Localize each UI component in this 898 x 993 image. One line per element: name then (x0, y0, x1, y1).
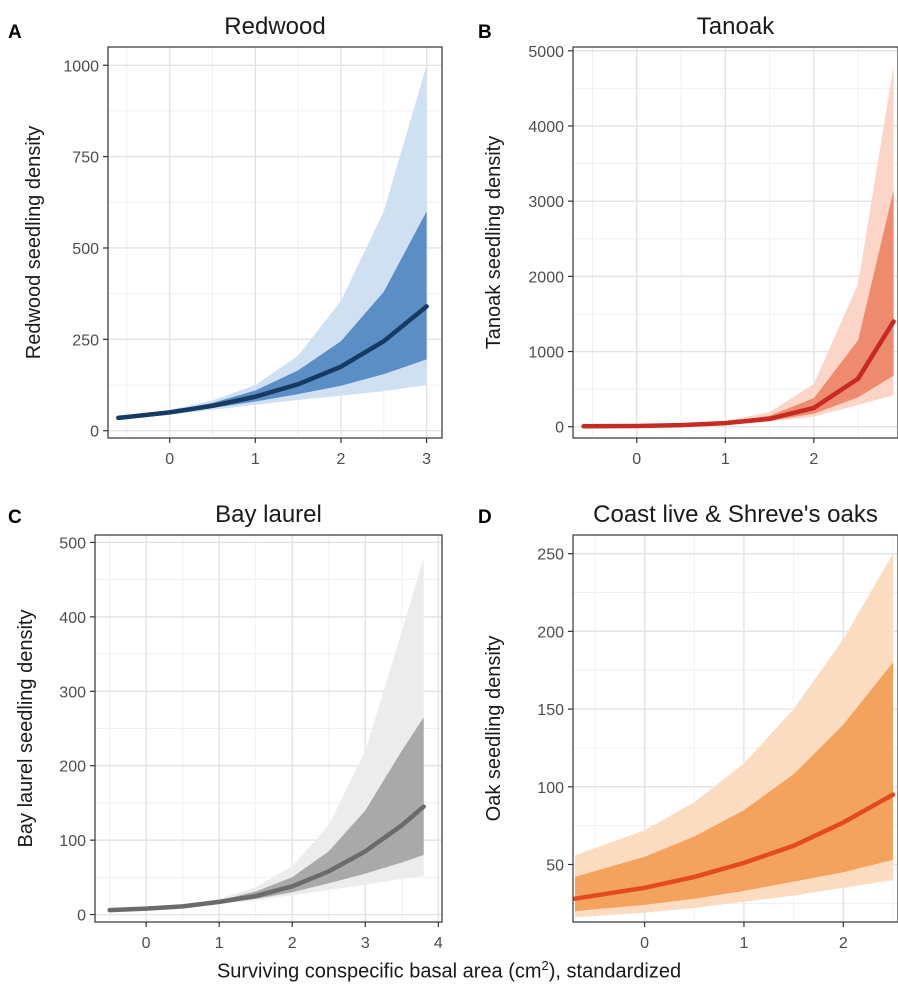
panel-a: 0 1 2 3 0 250 500 750 1000 Redwood A Redwood seedli… (8, 13, 443, 468)
y-axis-label: Oak seedling density (483, 636, 505, 822)
x-label-prefix: Surviving conspecific basal area (cm (216, 960, 542, 983)
y-tick-label: 3000 (528, 194, 564, 211)
panel-letter: C (8, 507, 22, 528)
y-axis-label: Redwood seedling density (23, 126, 45, 360)
y-tick-label: 100 (59, 833, 86, 850)
panel-c: 0 1 2 3 4 0 100 200 300 400 500 Bay laurel C Bay laur… (8, 501, 443, 952)
panel-letter: D (478, 507, 492, 528)
inner-interval-band (118, 211, 427, 419)
y-tick-label: 100 (537, 780, 564, 797)
panel-title: Coast live & Shreve's oaks (593, 501, 878, 528)
panel-border (572, 534, 898, 923)
fitted-line (107, 804, 426, 913)
x-tick-label: 0 (165, 451, 174, 468)
fitted-line (116, 304, 429, 421)
x-tick-label: 1 (739, 935, 748, 952)
y-tick-label: 500 (72, 241, 99, 258)
panel-title: Bay laurel (215, 501, 322, 528)
x-label-suffix: ), standardized (548, 960, 682, 983)
y-tick-label: 300 (59, 684, 86, 701)
y-tick-label: 1000 (63, 58, 99, 75)
panel-letter: A (8, 22, 22, 43)
y-tick-label: 1000 (528, 345, 564, 362)
panel-title: Redwood (224, 13, 325, 40)
y-tick-label: 200 (59, 759, 86, 776)
x-tick-label: 2 (288, 935, 297, 952)
outer-interval-band (109, 557, 424, 912)
inner-interval-band (575, 662, 893, 912)
y-tick-label: 150 (537, 702, 564, 719)
y-tick-label: 400 (59, 610, 86, 627)
y-tick-label: 4000 (528, 119, 564, 136)
panel-title: Tanoak (697, 13, 775, 40)
x-tick-label: 0 (632, 451, 641, 468)
panel-letter: B (478, 22, 492, 43)
y-tick-label: 0 (90, 424, 99, 441)
shared-x-axis-label: Surviving conspecific basal area (cm2), … (0, 958, 898, 984)
panel-border (572, 46, 898, 439)
y-tick-label: 2000 (528, 269, 564, 286)
x-tick-label: 1 (215, 935, 224, 952)
outer-interval-band (118, 65, 427, 420)
y-tick-label: 200 (537, 624, 564, 641)
panel-border (107, 46, 443, 439)
x-tick-label: 4 (434, 935, 443, 952)
x-tick-label: 0 (142, 935, 151, 952)
x-label-superscript: 2 (541, 958, 549, 973)
panel-b: 0123010002000300040005000TanoakBTanoak s… (478, 13, 898, 468)
panel-border (94, 534, 443, 923)
y-tick-label: 250 (537, 547, 564, 564)
y-tick-label: 500 (59, 535, 86, 552)
y-tick-label: 5000 (528, 44, 564, 61)
fitted-line (581, 319, 896, 429)
y-axis-label: Tanoak seedling density (483, 136, 505, 349)
x-tick-label: 3 (422, 451, 431, 468)
y-tick-label: 0 (77, 908, 86, 925)
x-tick-label: 2 (336, 451, 345, 468)
y-tick-label: 50 (546, 857, 564, 874)
fitted-line (573, 792, 896, 901)
y-tick-label: 750 (72, 150, 99, 167)
x-tick-label: 1 (721, 451, 730, 468)
x-tick-label: 2 (809, 451, 818, 468)
x-tick-label: 0 (640, 935, 649, 952)
y-axis-label: Bay laurel seedling density (15, 610, 37, 848)
x-tick-label: 3 (361, 935, 370, 952)
y-tick-label: 250 (72, 332, 99, 349)
x-tick-label: 1 (251, 451, 260, 468)
x-tick-label: 2 (839, 935, 848, 952)
y-tick-label: 0 (555, 420, 564, 437)
